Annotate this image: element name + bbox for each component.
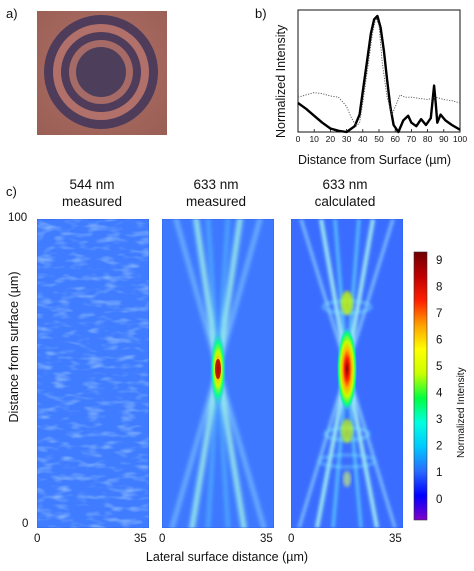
b-x-tick-label: 20 [326,134,336,144]
colorbar-tick-label: 0 [436,494,442,506]
map-633nm-calculated [291,219,403,528]
c-y-tick-0: 0 [22,518,29,530]
colorbar-tick-label: 3 [436,414,442,426]
colorbar-tick-label: 4 [436,388,443,400]
map2-wavelength: 633 nm [193,177,239,192]
map3-x-tick-0: 0 [288,533,295,545]
map-title-633-measured: 633 nm measured [160,176,272,210]
map2-x-tick-0: 0 [159,533,166,545]
map2-kind: measured [185,194,247,209]
colorbar-tick-label: 2 [436,441,442,453]
colorbar-tick-label: 9 [436,255,442,267]
b-x-tick-label: 70 [407,134,417,144]
colorbar-tick-label: 5 [436,361,442,373]
b-x-tick-label: 90 [439,134,449,144]
colorbar-label: Normalized Intensity [456,367,467,458]
b-x-tick-label: 40 [358,134,368,144]
map1-wavelength: 544 nm [69,177,115,192]
map3-wavelength: 633 nm [322,177,368,192]
c-y-tick-100: 100 [8,212,28,224]
b-x-tick-label: 60 [390,134,400,144]
c-y-axis-title: Distance from surface (µm) [7,271,21,423]
panel-c-label: c) [6,184,17,199]
b-x-tick-label: 100 [453,134,467,144]
panel-b-label: b) [255,6,267,21]
map3-x-tick-35: 35 [389,533,402,545]
map1-x-tick-0: 0 [34,533,41,545]
colorbar-tick-label: 1 [436,467,442,479]
b-x-tick-label: 50 [374,134,384,144]
map2-x-tick-35: 35 [260,533,273,545]
map1-kind: measured [61,194,123,209]
ring-structure-micrograph [37,11,167,135]
b-x-tick-label: 0 [296,134,301,144]
colorbar: 9 8 7 6 5 4 3 2 1 0 Normalized Intensity [413,251,467,521]
map-544nm-measured [37,219,149,528]
map3-kind: calculated [314,194,376,209]
map-title-633-calculated: 633 nm calculated [289,176,401,210]
center-dark-disk [76,47,126,97]
b-x-tick-label: 80 [423,134,433,144]
colorbar-tick-label: 6 [436,335,442,347]
b-x-tick-label: 10 [309,134,319,144]
map-title-544-measured: 544 nm measured [36,176,148,210]
map1-x-tick-35: 35 [134,533,147,545]
colorbar-tick-label: 7 [436,308,442,320]
panel-a-label: a) [6,6,18,21]
b-series-measured-line [297,14,461,134]
map-633nm-measured [162,219,274,528]
c-x-axis-title: Lateral surface distance (µm) [145,550,309,564]
b-x-axis-title: Distance from Surface (µm) [298,153,451,167]
b-x-tick-label: 30 [342,134,352,144]
colorbar-tick-label: 8 [436,281,442,293]
b-series-dotted-line [297,17,461,127]
b-y-axis-title: Normalized Intensity [274,24,288,138]
intensity-profile-chart: Normalized Intensity 0 10 20 30 40 50 60 70 80 90… [274,9,467,167]
colorbar-gradient [413,251,428,521]
